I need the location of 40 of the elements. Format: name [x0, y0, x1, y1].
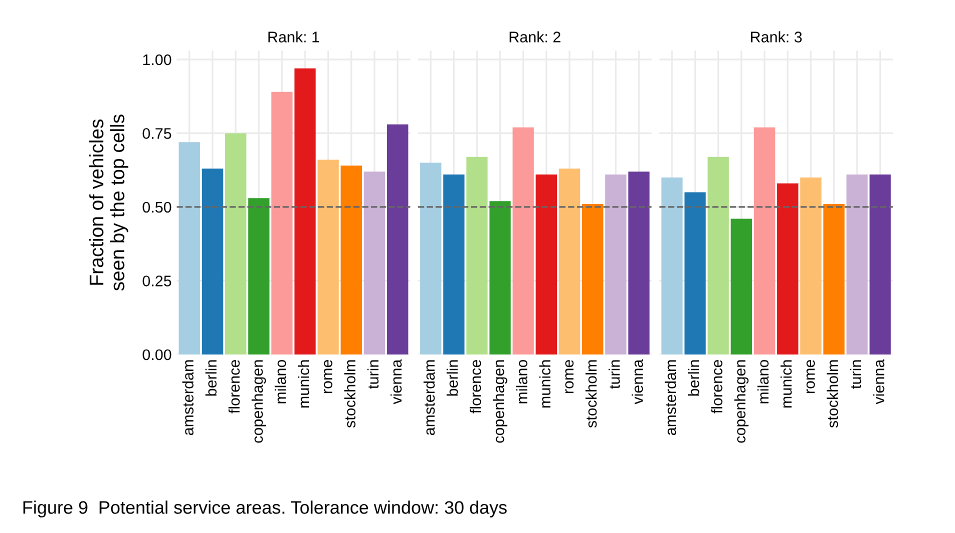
x-tick-label: rome — [324, 360, 332, 394]
x-tick-label: stockholm — [826, 360, 838, 428]
x-tick-label: copenhagen — [492, 360, 508, 443]
y-tick-label: 0.00 — [142, 349, 172, 360]
x-tick-label: rome — [806, 360, 815, 394]
y-tick-label: 1.00 — [143, 54, 172, 66]
x-tick-label: amsterdam — [424, 360, 435, 436]
x-tick-label: florence — [470, 360, 482, 414]
x-tick-label: copenhagen — [252, 360, 266, 443]
x-tick-label: turin — [850, 360, 862, 389]
x-tick-label: amsterdam — [664, 360, 676, 436]
x-tick-label: amsterdam — [182, 360, 194, 436]
x-tick-label: florence — [228, 360, 240, 414]
x-tick-label: milano — [757, 360, 769, 404]
x-tick-label: turin — [367, 360, 379, 389]
x-tick-label: turin — [608, 360, 620, 389]
y-tick-label: 0.25 — [142, 276, 172, 286]
x-tick-label: vienna — [632, 359, 644, 404]
chart-title: Rank: 3 — [751, 31, 802, 42]
x-tick-label: vienna — [873, 359, 884, 404]
x-tick-label: rome — [565, 360, 574, 394]
x-tick-label: florence — [711, 360, 722, 414]
x-tick-label: milano — [516, 360, 528, 404]
x-tick-label: copenhagen — [734, 360, 749, 443]
y-tick-label: 0.75 — [142, 128, 172, 139]
chart-title: Rank: 1 — [268, 31, 320, 42]
y-axis-title: Fraction of vehicles seen by the top cells — [89, 114, 128, 291]
x-tick-label: berlin — [446, 360, 458, 396]
x-tick-label: vienna — [390, 359, 402, 404]
x-tick-label: munich — [539, 360, 550, 408]
chart-title: Rank: 2 — [510, 31, 560, 42]
x-tick-label: stockholm — [344, 360, 356, 428]
x-tick-label: munich — [780, 360, 792, 408]
x-tick-label: stockholm — [586, 360, 597, 428]
x-tick-label: munich — [298, 360, 310, 408]
caption: Figure 9 Potential service areas. Tolerance window: 30 days — [23, 500, 507, 518]
y-tick-label: 0.50 — [142, 202, 172, 213]
x-tick-label: berlin — [205, 360, 217, 396]
x-tick-label: berlin — [688, 360, 700, 396]
x-tick-label: milano — [274, 360, 286, 404]
